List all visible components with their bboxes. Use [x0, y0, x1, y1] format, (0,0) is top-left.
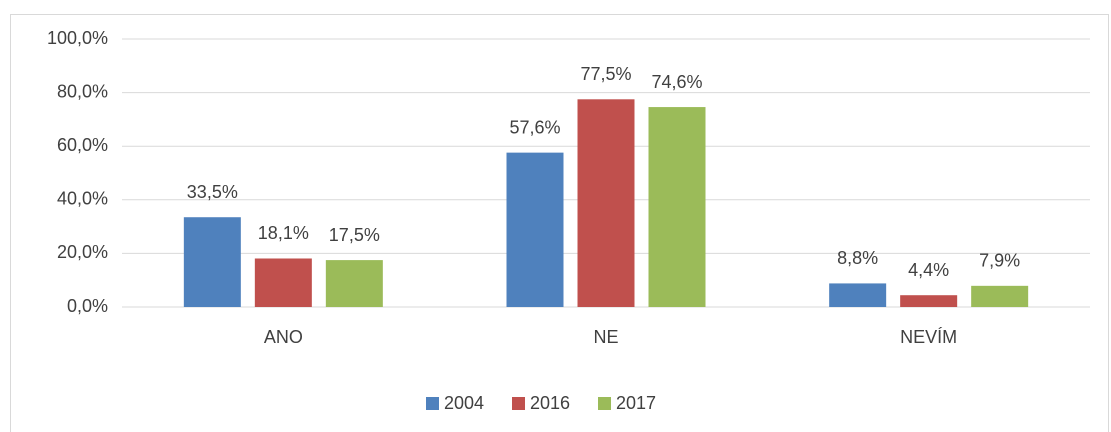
legend-label: 2016 — [530, 393, 570, 413]
data-label: 7,9% — [979, 251, 1020, 271]
x-tick-label: NEVÍM — [900, 327, 957, 347]
bar — [971, 285, 1029, 307]
data-label: 18,1% — [258, 223, 309, 243]
data-label: 74,6% — [651, 72, 702, 92]
data-label: 57,6% — [509, 117, 560, 137]
y-tick-label: 20,0% — [57, 242, 108, 262]
bar — [900, 295, 958, 307]
y-tick-label: 0,0% — [67, 296, 108, 316]
y-tick-label: 100,0% — [47, 28, 108, 48]
data-label: 4,4% — [908, 260, 949, 280]
y-tick-label: 80,0% — [57, 81, 108, 101]
data-label: 33,5% — [187, 182, 238, 202]
bar — [506, 152, 564, 307]
y-tick-label: 40,0% — [57, 189, 108, 209]
legend-swatch — [426, 397, 439, 410]
x-tick-label: NE — [593, 327, 618, 347]
bar — [183, 217, 241, 307]
data-label: 77,5% — [580, 64, 631, 84]
data-label: 8,8% — [837, 248, 878, 268]
x-tick-label: ANO — [264, 327, 303, 347]
legend-swatch — [598, 397, 611, 410]
bar — [648, 107, 706, 308]
legend-label: 2017 — [616, 393, 656, 413]
data-label: 17,5% — [329, 225, 380, 245]
y-tick-label: 60,0% — [57, 135, 108, 155]
legend-label: 2004 — [444, 393, 484, 413]
bar — [325, 260, 383, 307]
legend-swatch — [512, 397, 525, 410]
bar — [829, 283, 887, 307]
bar — [577, 99, 635, 307]
bar — [254, 258, 312, 307]
